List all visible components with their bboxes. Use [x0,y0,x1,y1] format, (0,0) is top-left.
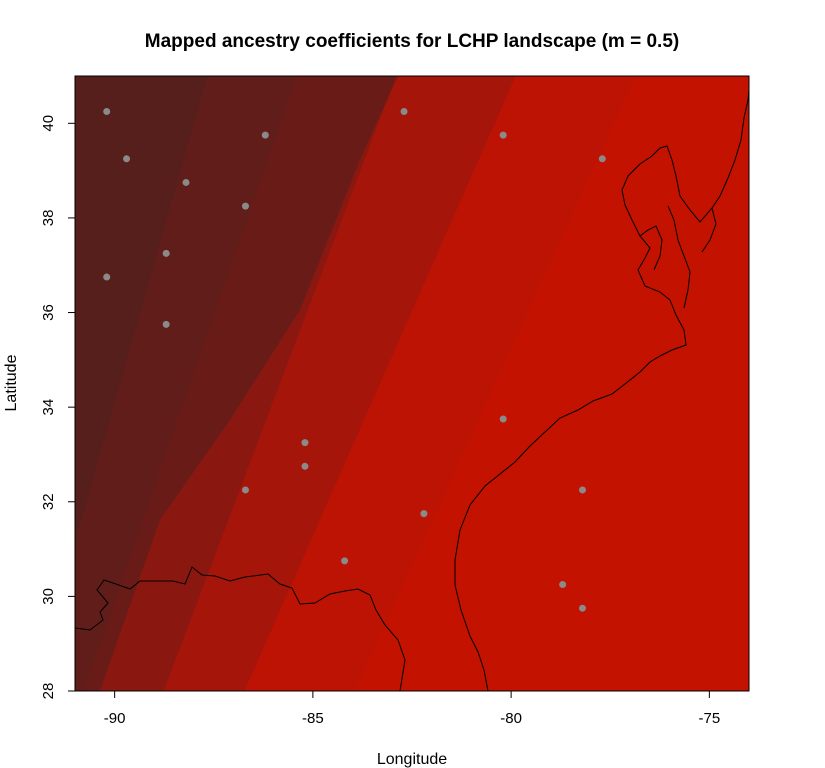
plot-region [75,76,749,691]
sample-point [559,581,567,589]
chesapeake-bay-east [667,205,691,309]
sample-point [341,557,349,565]
sample-point [162,249,170,257]
y-axis: 28 30 32 34 36 38 40 [40,115,75,699]
dark-plateau-band [75,76,398,691]
y-tick-label: 36 [40,304,57,321]
sample-points [103,107,606,612]
delaware-coast [701,207,717,253]
atlantic-coastline-north [611,89,749,395]
chart-title: Mapped ancestry coefficients for LCHP la… [145,31,679,52]
sample-point [499,131,507,139]
sample-point [241,486,249,494]
plot-frame [74,75,750,692]
y-axis-label: Latitude [3,354,20,411]
atlantic-coastline-south [454,393,613,691]
sample-point [578,486,586,494]
y-tick-label: 32 [40,493,57,510]
sample-point [261,131,269,139]
x-axis-label: Longitude [377,751,447,768]
y-tick-label: 34 [40,399,57,416]
sample-point [162,320,170,328]
ancestry-color-bands [75,76,749,691]
sample-point [499,415,507,423]
y-tick-label: 38 [40,210,57,227]
sample-point [182,178,190,186]
coastline [75,89,749,691]
chesapeake-bay-west [639,225,663,271]
sample-point [301,439,309,447]
y-tick-label: 30 [40,588,57,605]
sample-point [420,510,428,518]
sample-point [103,107,111,115]
x-tick-label: -90 [104,710,126,727]
sample-point [103,273,111,281]
x-tick-label: -75 [699,710,721,727]
sample-point [123,155,131,163]
sample-point [301,462,309,470]
sample-point [241,202,249,210]
sample-point [598,155,606,163]
y-tick-label: 28 [40,683,57,700]
sample-point [400,107,408,115]
x-tick-label: -80 [500,710,522,727]
gulf-coastline [75,566,406,691]
y-tick-label: 40 [40,115,57,132]
x-tick-label: -85 [302,710,324,727]
x-axis: -90 -85 -80 -75 [104,691,720,727]
sample-point [578,604,586,612]
